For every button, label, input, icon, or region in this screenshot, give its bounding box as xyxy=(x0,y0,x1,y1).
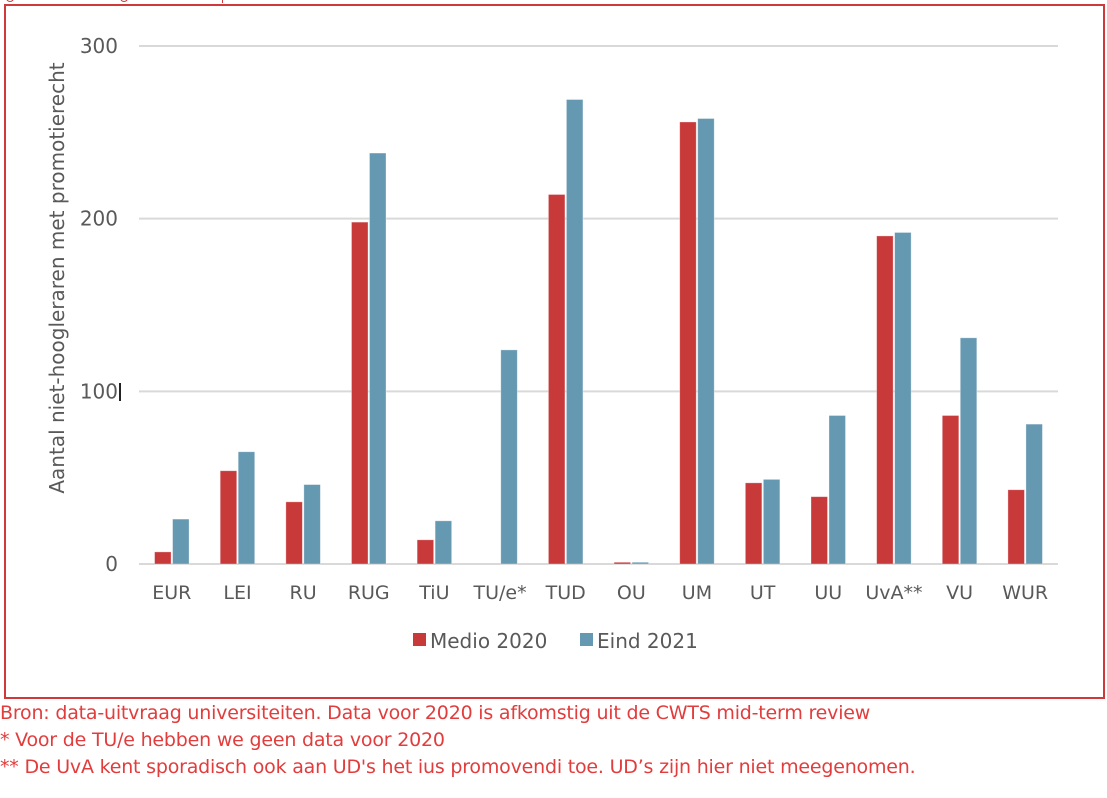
y-axis-ticks: 0 100 200 300 xyxy=(80,34,118,576)
y-tick-label: 0 xyxy=(105,552,118,576)
x-tick-label: RU xyxy=(290,582,317,604)
x-axis-labels: EUR LEI RU RUG TiU TU/e* TUD OU UM UT UU UvA** VU WUR xyxy=(152,582,1048,604)
x-tick-label: VU xyxy=(946,582,973,604)
bar-uva-eind-2021 xyxy=(894,232,912,565)
x-tick-label: UT xyxy=(750,582,776,604)
x-tick-label: LEI xyxy=(223,582,251,604)
y-tick-label: 300 xyxy=(80,34,118,58)
legend: Medio 2020 Eind 2021 xyxy=(413,629,698,653)
x-tick-label: RUG xyxy=(348,582,390,604)
x-tick-label: UvA** xyxy=(865,582,922,604)
legend-label: Medio 2020 xyxy=(430,629,547,653)
bar-uu-medio-2020 xyxy=(810,496,828,565)
bar-chart: 0 100 200 300 EUR LEI RU RUG TiU TU/e* TUD OU UM UT U… xyxy=(45,34,1058,653)
bar-ou-medio-2020 xyxy=(613,561,631,565)
bar-ou-eind-2021 xyxy=(631,561,649,565)
bar-eur-medio-2020 xyxy=(154,551,172,565)
footnote-uva: ** De UvA kent sporadisch ook aan UD's h… xyxy=(0,756,916,778)
footnote-source: Bron: data-uitvraag universiteiten. Data… xyxy=(0,702,871,724)
x-tick-label: WUR xyxy=(1002,582,1048,604)
bars xyxy=(154,99,1043,565)
legend-label: Eind 2021 xyxy=(597,629,698,653)
bar-tud-eind-2021 xyxy=(566,99,584,565)
bar-tue-eind-2021 xyxy=(500,349,518,565)
bar-eur-eind-2021 xyxy=(172,518,190,565)
bar-wur-medio-2020 xyxy=(1007,489,1025,565)
bar-ru-eind-2021 xyxy=(303,484,321,565)
clipped-caption-above xyxy=(0,0,1107,3)
clipped-glyph xyxy=(222,0,223,3)
legend-swatch-eind-2021 xyxy=(580,633,593,646)
legend-swatch-medio-2020 xyxy=(413,633,426,646)
x-tick-label: OU xyxy=(617,582,646,604)
x-tick-label: TU/e* xyxy=(472,582,526,604)
bar-um-medio-2020 xyxy=(679,121,697,565)
footnote-tue: * Voor de TU/e hebben we geen data voor … xyxy=(0,729,445,751)
gridlines xyxy=(139,45,1058,565)
bar-lei-eind-2021 xyxy=(237,451,256,565)
bar-ru-medio-2020 xyxy=(285,501,303,565)
bar-um-eind-2021 xyxy=(697,118,715,565)
bar-rug-eind-2021 xyxy=(369,152,387,565)
bar-tiu-eind-2021 xyxy=(434,520,453,565)
text-cursor xyxy=(119,383,121,401)
y-tick-label: 100 xyxy=(80,379,118,403)
bar-vu-medio-2020 xyxy=(941,415,960,565)
bar-rug-medio-2020 xyxy=(351,221,369,565)
bar-tiu-medio-2020 xyxy=(416,539,435,565)
chart-frame xyxy=(4,4,1105,699)
bar-uu-eind-2021 xyxy=(828,415,846,565)
x-tick-label: TiU xyxy=(418,582,449,604)
bar-ut-medio-2020 xyxy=(744,482,763,565)
bar-lei-medio-2020 xyxy=(219,470,238,565)
x-tick-label: EUR xyxy=(152,582,191,604)
y-axis-label: Aantal niet-hoogleraren met promotierech… xyxy=(45,62,69,493)
x-tick-label: UU xyxy=(814,582,842,604)
bar-vu-eind-2021 xyxy=(959,337,978,565)
bar-uva-medio-2020 xyxy=(876,235,894,565)
bar-wur-eind-2021 xyxy=(1025,423,1043,565)
y-tick-label: 200 xyxy=(80,207,118,231)
bar-ut-eind-2021 xyxy=(762,478,781,565)
x-tick-label: UM xyxy=(682,582,712,604)
footnotes: Bron: data-uitvraag universiteiten. Data… xyxy=(0,700,1107,781)
bar-tud-medio-2020 xyxy=(548,194,566,565)
x-tick-label: TUD xyxy=(545,582,586,604)
